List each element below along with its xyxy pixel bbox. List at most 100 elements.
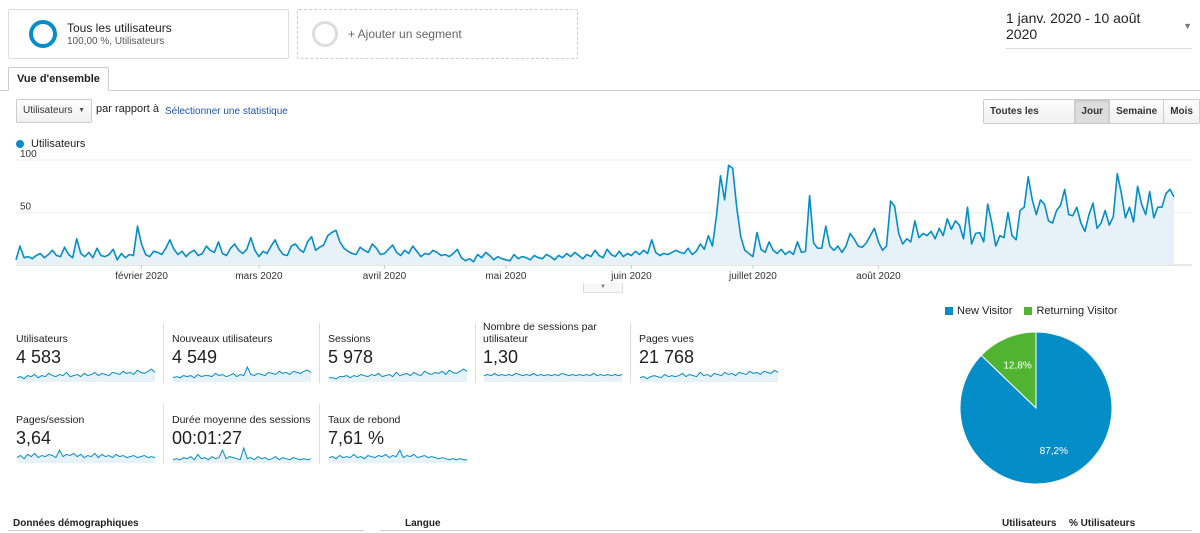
metric-select-label: Utilisateurs <box>23 105 73 116</box>
scorecard-label: Pages/session <box>16 414 85 426</box>
sparkline-area <box>329 450 467 463</box>
tab-divider <box>0 90 1200 91</box>
scorecard-value: 3,64 <box>16 428 52 448</box>
metric-select[interactable]: Utilisateurs ▼ <box>16 99 92 123</box>
scorecard-value: 5 978 <box>328 347 374 367</box>
series-dot-icon <box>16 140 24 148</box>
x-tick-label: mai 2020 <box>485 271 527 282</box>
scorecard-sparkline <box>16 448 156 463</box>
pie-slice-returning-visitor <box>980 331 1037 410</box>
x-tick-label: juin 2020 <box>610 271 652 282</box>
x-tick-label: juillet 2020 <box>728 271 777 282</box>
caret-down-icon: ▼ <box>78 107 85 114</box>
empty-circle-icon <box>312 21 338 47</box>
chevron-down-icon: ▼ <box>1183 21 1192 31</box>
granularity-week-button[interactable]: Semaine <box>1110 100 1165 123</box>
demographics-divider <box>8 530 364 531</box>
sparkline-area <box>484 373 622 382</box>
scorecard-value: 7,61 % <box>328 428 385 448</box>
scorecard-label: Durée moyenne des sessions <box>172 414 311 426</box>
granularity-hourly-button[interactable]: Toutes les heures <box>984 100 1076 123</box>
segment-title: Tous les utilisateurs <box>67 21 172 35</box>
returning-visitor-swatch <box>1024 307 1033 315</box>
scorecard-sparkline <box>483 372 623 382</box>
pie-legend: New Visitor Returning Visitor <box>945 305 1130 317</box>
language-divider <box>380 530 1192 531</box>
sparkline-line <box>483 372 623 377</box>
scorecard-sparkline <box>639 369 779 382</box>
pie-legend-new-label: New Visitor <box>957 305 1013 317</box>
select-statistic-link[interactable]: Sélectionner une statistique <box>165 106 288 117</box>
compare-label: par rapport à <box>96 103 159 115</box>
scorecard-sparkline <box>16 368 156 382</box>
language-heading: Langue <box>405 518 441 529</box>
scorecard-5[interactable]: Pages/session 3,64 <box>16 404 164 464</box>
sparkline-line <box>328 448 467 461</box>
granularity-day-button[interactable]: Jour <box>1075 100 1111 123</box>
scorecard-0[interactable]: Utilisateurs 4 583 <box>16 323 164 383</box>
scorecard-6[interactable]: Durée moyenne des sessions 00:01:27 <box>172 404 320 464</box>
scorecard-label: Taux de rebond <box>328 414 401 426</box>
date-range-picker[interactable]: 1 janv. 2020 - 10 août 2020 ▼ <box>1006 10 1192 49</box>
x-tick-label: avril 2020 <box>363 271 407 282</box>
sparkline-line <box>16 368 156 380</box>
x-tick-label: février 2020 <box>115 271 168 282</box>
sparkline-line <box>329 368 468 380</box>
sparkline-area <box>173 367 311 382</box>
scorecard-value: 4 583 <box>16 347 62 367</box>
sparkline-area <box>17 369 155 382</box>
scorecard-value: 21 768 <box>639 347 695 367</box>
granularity-toggle: Toutes les heures Jour Semaine Mois <box>983 99 1200 124</box>
scorecard-label: Pages vues <box>639 333 694 345</box>
scorecard-2[interactable]: Sessions 5 978 <box>328 323 476 383</box>
pct-users-column-heading: % Utilisateurs <box>1069 518 1136 529</box>
scorecard-7[interactable]: Taux de rebond 7,61 % <box>328 404 468 464</box>
series-line-utilisateurs <box>15 164 1175 263</box>
scorecard-sparkline <box>329 368 468 382</box>
segment-subtitle: 100,00 %, Utilisateurs <box>67 36 165 47</box>
date-range-label: 1 janv. 2020 - 10 août 2020 <box>1006 10 1141 42</box>
y-tick-label: 50 <box>20 202 32 213</box>
segment-all-users[interactable]: Tous les utilisateurs 100,00 %, Utilisat… <box>8 9 289 59</box>
scorecard-4[interactable]: Pages vues 21 768 <box>639 323 779 383</box>
pie-label-new-visitor: 87,2% <box>1040 446 1068 457</box>
chart-expand-handle[interactable]: ▼ <box>583 283 623 293</box>
users-column-heading: Utilisateurs <box>1002 518 1057 529</box>
scorecard-label: Sessions <box>328 333 371 345</box>
scorecard-value: 4 549 <box>172 347 218 367</box>
sparkline-area <box>329 369 467 382</box>
tab-overview[interactable]: Vue d'ensemble <box>8 67 109 91</box>
pie-legend-returning-label: Returning Visitor <box>1036 305 1118 317</box>
pie-legend-returning[interactable]: Returning Visitor <box>1024 305 1118 317</box>
sparkline-line <box>16 448 156 460</box>
pie-legend-new[interactable]: New Visitor <box>945 305 1012 317</box>
scorecard-value: 00:01:27 <box>172 428 243 448</box>
scorecard-sparkline <box>328 448 467 463</box>
x-tick-label: août 2020 <box>856 271 901 282</box>
legend-label: Utilisateurs <box>31 138 86 150</box>
pie-label-returning-visitor: 12,8% <box>1003 361 1031 372</box>
granularity-month-button[interactable]: Mois <box>1164 100 1199 123</box>
new-visitor-swatch <box>945 307 953 315</box>
demographics-heading: Données démographiques <box>13 518 139 529</box>
visitor-pie-chart[interactable]: 87,2% 12,8% <box>958 330 1114 486</box>
scorecard-label: Utilisateurs <box>16 333 68 345</box>
sparkline-line <box>172 365 312 379</box>
sparkline-line <box>172 446 312 461</box>
y-tick-label: 100 <box>20 150 37 160</box>
scorecard-sparkline <box>172 365 312 382</box>
scorecard-value: 1,30 <box>483 347 519 367</box>
segment-circle-icon <box>29 20 57 48</box>
x-tick-label: mars 2020 <box>235 271 283 282</box>
sparkline-line <box>639 369 779 380</box>
series-area <box>16 165 1174 265</box>
add-segment-label: + Ajouter un segment <box>348 27 462 41</box>
scorecard-label: Nouveaux utilisateurs <box>172 333 273 345</box>
chart-legend: Utilisateurs <box>16 138 85 150</box>
scorecard-1[interactable]: Nouveaux utilisateurs 4 549 <box>172 323 320 383</box>
scorecard-label: Nombre de sessions par utilisateur <box>483 321 597 345</box>
scorecard-3[interactable]: Nombre de sessions par utilisateur 1,30 <box>483 321 631 383</box>
users-area-chart[interactable]: 50 100 février 2020 mars 2020 avril 2020 mai … <box>0 150 1200 285</box>
scorecard-sparkline <box>172 446 312 463</box>
add-segment-button[interactable]: + Ajouter un segment <box>297 9 578 59</box>
